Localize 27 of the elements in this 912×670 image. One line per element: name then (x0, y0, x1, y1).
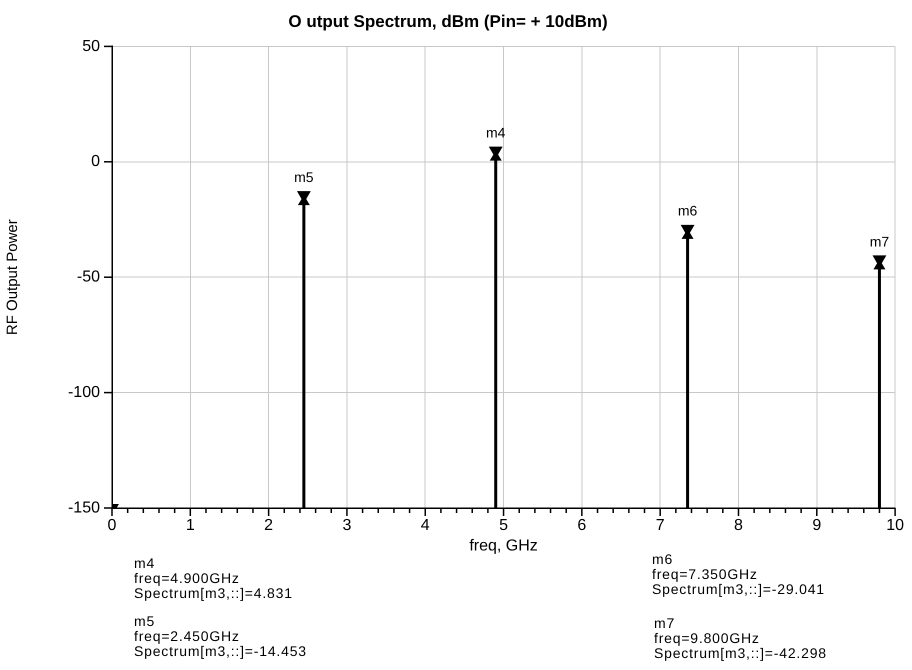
x-tick-label: 7 (656, 517, 665, 534)
text: m5 freq=2.450GHz Spectrum[m3,::]=-14.453 (134, 613, 307, 659)
x-tick-label: 2 (264, 517, 274, 534)
annotation: m6 (678, 202, 698, 219)
x-tick-label: 8 (734, 517, 744, 534)
annotation: m7 (870, 233, 890, 250)
x-tick-label: 9 (812, 517, 822, 534)
x-axis-title: freq, GHz (469, 537, 538, 554)
annotation: m4 (486, 124, 506, 141)
text: m6 freq=7.350GHz Spectrum[m3,::]=-29.041 (652, 551, 825, 597)
text: m4 freq=4.900GHz Spectrum[m3,::]=4.831 (134, 555, 293, 601)
x-tick-label: 5 (499, 517, 508, 534)
annotation: m5 (294, 169, 314, 186)
x-tick-label: 3 (342, 517, 352, 534)
text: m7 freq=9.800GHz Spectrum[m3,::]=-42.298 (654, 615, 827, 661)
x-tick-label: 10 (886, 517, 904, 534)
y-tick-label: 0 (91, 153, 100, 170)
chart-title: O utput Spectrum, dBm (Pin= + 10dBm) (288, 12, 608, 31)
x-tick-label: 6 (577, 517, 586, 534)
y-tick-label: -150 (68, 499, 100, 516)
y-tick-label: -50 (76, 268, 100, 286)
y-axis-title: RF Output Power (4, 219, 22, 336)
x-tick-label: 0 (108, 517, 117, 534)
y-tick-label: 50 (82, 38, 100, 55)
x-tick-label: 1 (186, 517, 195, 534)
x-tick-label: 4 (420, 517, 430, 534)
y-tick-label: -100 (68, 384, 100, 402)
